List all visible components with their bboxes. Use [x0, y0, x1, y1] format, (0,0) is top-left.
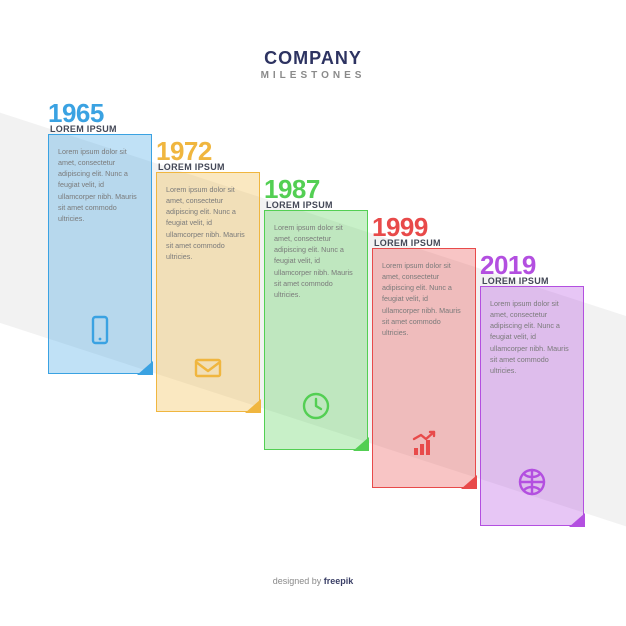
phone-icon	[48, 312, 152, 348]
milestone-card: 1965 LOREM IPSUM Lorem ipsum dolor sit a…	[48, 134, 152, 374]
milestone-body: Lorem ipsum dolor sit amet, consectetur …	[166, 184, 250, 262]
milestone-body: Lorem ipsum dolor sit amet, consectetur …	[274, 222, 358, 300]
milestone-body: Lorem ipsum dolor sit amet, consectetur …	[58, 146, 142, 224]
milestone-body: Lorem ipsum dolor sit amet, consectetur …	[490, 298, 574, 376]
card-notch	[353, 437, 369, 451]
clock-icon	[264, 388, 368, 424]
milestone-cards-container: 1965 LOREM IPSUM Lorem ipsum dolor sit a…	[0, 0, 626, 626]
footer-prefix: designed by	[273, 576, 324, 586]
milestone-subtitle: LOREM IPSUM	[482, 276, 549, 286]
milestone-card: 1972 LOREM IPSUM Lorem ipsum dolor sit a…	[156, 172, 260, 412]
envelope-icon	[156, 350, 260, 386]
globe-icon	[480, 464, 584, 500]
title-secondary: MILESTONES	[0, 70, 626, 81]
title-primary: COMPANY	[0, 48, 626, 69]
milestone-subtitle: LOREM IPSUM	[50, 124, 117, 134]
milestone-body: Lorem ipsum dolor sit amet, consectetur …	[382, 260, 466, 338]
milestone-card: 1999 LOREM IPSUM Lorem ipsum dolor sit a…	[372, 248, 476, 488]
milestone-card: 2019 LOREM IPSUM Lorem ipsum dolor sit a…	[480, 286, 584, 526]
footer-brand: freepik	[324, 576, 354, 586]
milestone-subtitle: LOREM IPSUM	[158, 162, 225, 172]
chart-icon	[372, 426, 476, 462]
card-notch	[245, 399, 261, 413]
card-notch	[137, 361, 153, 375]
milestone-card: 1987 LOREM IPSUM Lorem ipsum dolor sit a…	[264, 210, 368, 450]
footer-credit: designed by freepik	[0, 576, 626, 586]
page-title: COMPANY MILESTONES	[0, 48, 626, 81]
card-notch	[569, 513, 585, 527]
milestone-subtitle: LOREM IPSUM	[266, 200, 333, 210]
card-notch	[461, 475, 477, 489]
milestone-subtitle: LOREM IPSUM	[374, 238, 441, 248]
